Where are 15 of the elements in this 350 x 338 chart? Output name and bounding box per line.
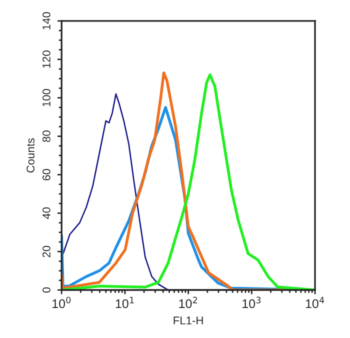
y-tick-label: 80 — [42, 130, 50, 142]
y-tick-label: 40 — [42, 207, 50, 220]
x-tick-label: 10$^{4}$ — [306, 296, 324, 308]
x-tick-label: 10$^{1}$ — [116, 296, 134, 308]
y-tick-label: 60 — [42, 168, 50, 180]
x-axis-title: FL1-H — [174, 316, 203, 324]
y-tick-label: 20 — [42, 246, 50, 258]
x-tick-label: 10$^{0}$ — [52, 296, 71, 308]
x-tick-label: 10$^{3}$ — [242, 296, 261, 308]
y-tick-label: 0 — [42, 287, 50, 293]
y-axis-title: Counts — [26, 138, 34, 173]
y-tick-label: 140 — [42, 12, 50, 30]
y-tick-label: 120 — [42, 50, 50, 68]
y-tick-label: 100 — [42, 88, 50, 106]
x-tick-label: 10$^{2}$ — [179, 296, 198, 308]
